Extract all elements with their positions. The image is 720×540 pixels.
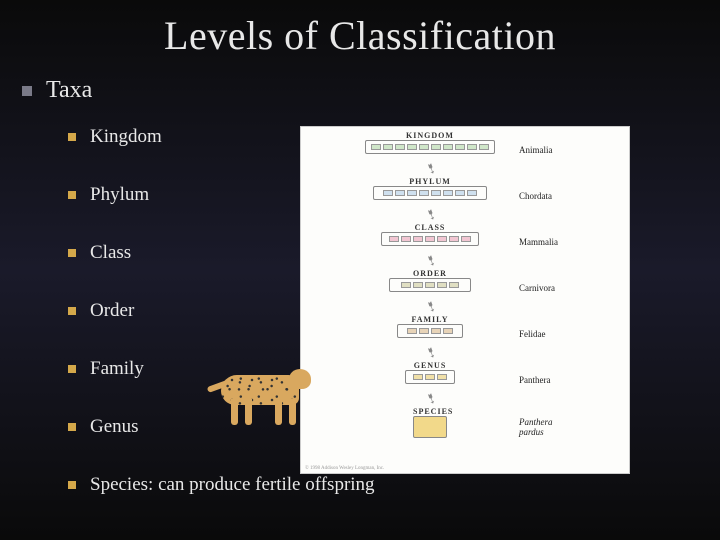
tier-header: SPECIES (413, 407, 447, 416)
list-item: Species: can produce fertile offspring (68, 474, 720, 496)
species-box (413, 416, 447, 438)
species-side-label: Pantherapardus (519, 417, 553, 437)
tier-phylum: PHYLUM (373, 177, 487, 200)
slide-title: Levels of Classification (0, 0, 720, 59)
bullet-sub-icon (68, 133, 76, 141)
tier-side-label: Chordata (519, 191, 552, 201)
tier-family: FAMILY (397, 315, 463, 338)
tier-box (397, 324, 463, 338)
taxa-label: Taxa (46, 77, 92, 104)
tier-box (381, 232, 479, 246)
bullet-sub-icon (68, 481, 76, 489)
tier-genus: GENUS (405, 361, 455, 384)
tier-side-label: Animalia (519, 145, 553, 155)
item-label: Phylum (90, 184, 149, 206)
classification-diagram: © 1998 Addison Wesley Longman, Inc. KING… (300, 126, 630, 474)
tier-species: SPECIES (413, 407, 447, 438)
item-label: Kingdom (90, 126, 162, 148)
tier-box (373, 186, 487, 200)
tier-header: ORDER (389, 269, 471, 278)
bullet-sub-icon (68, 365, 76, 373)
item-label: Family (90, 358, 144, 380)
tier-kingdom: KINGDOM (365, 131, 495, 154)
tier-header: KINGDOM (365, 131, 495, 140)
taxa-row: Taxa (22, 77, 720, 104)
tier-box (365, 140, 495, 154)
tier-header: CLASS (381, 223, 479, 232)
tier-box (405, 370, 455, 384)
tier-side-label: Panthera (519, 375, 551, 385)
item-label: Genus (90, 416, 139, 438)
tier-side-label: Mammalia (519, 237, 558, 247)
item-label: Order (90, 300, 134, 322)
tier-class: CLASS (381, 223, 479, 246)
diagram-credit: © 1998 Addison Wesley Longman, Inc. (305, 466, 384, 471)
tier-side-label: Carnivora (519, 283, 555, 293)
tier-header: GENUS (405, 361, 455, 370)
tier-header: FAMILY (397, 315, 463, 324)
leopard-illustration (203, 355, 343, 433)
tier-header: PHYLUM (373, 177, 487, 186)
bullet-sub-icon (68, 249, 76, 257)
tier-side-label: Felidae (519, 329, 546, 339)
bullet-sub-icon (68, 423, 76, 431)
tier-order: ORDER (389, 269, 471, 292)
bullet-main-icon (22, 86, 32, 96)
item-label: Class (90, 242, 131, 264)
item-label: Species: can produce fertile offspring (90, 474, 375, 496)
bullet-sub-icon (68, 307, 76, 315)
tier-box (389, 278, 471, 292)
bullet-sub-icon (68, 191, 76, 199)
